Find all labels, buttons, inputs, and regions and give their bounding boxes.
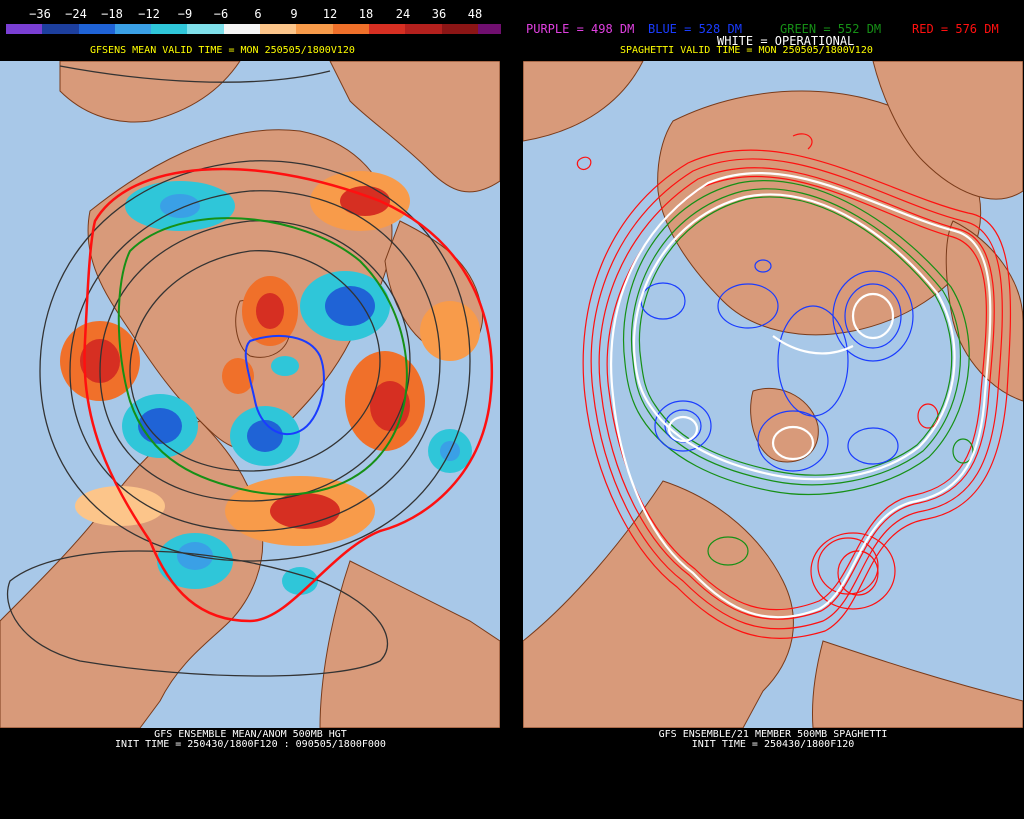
panel-divider: [501, 0, 522, 819]
operational-contours: [610, 172, 992, 619]
colorbar-label: −6: [213, 7, 229, 21]
ensemble-mean-panel: −36 −24 −18 −12 −9 −6 6 9 12 18 24 36 48…: [0, 0, 515, 819]
anomaly-colorbar: [6, 24, 515, 34]
colorbar-label: 24: [395, 7, 411, 21]
spaghetti-panel: PURPLE = 498 DM BLUE = 528 DM GREEN = 55…: [522, 0, 1024, 819]
colorbar-segment: [477, 24, 515, 34]
colorbar-label: 18: [358, 7, 374, 21]
legend-green: GREEN = 552 DM: [780, 22, 882, 36]
colorbar-segment: [6, 24, 43, 34]
colorbar-segment: [114, 24, 152, 34]
green-552-contours: [623, 180, 974, 566]
colorbar-label: 6: [254, 7, 262, 21]
colorbar-label: −18: [101, 7, 123, 21]
spaghetti-map: [523, 61, 1023, 728]
colorbar-label: −24: [65, 7, 87, 21]
height-contours: [6, 65, 471, 677]
mean-caption-title: GFS ENSEMBLE MEAN/ANOM 500MB HGT: [154, 729, 347, 740]
colorbar-label: 9: [290, 7, 298, 21]
red-576-contours: [576, 133, 1012, 639]
spaghetti-valid-time: SPAGHETTI VALID TIME = MON 250505/1800V1…: [620, 45, 873, 56]
land-masses: [523, 61, 1023, 728]
colorbar-segment: [223, 24, 261, 34]
colorbar-label: 12: [322, 7, 338, 21]
colorbar-segment: [405, 24, 442, 34]
colorbar-label: 36: [431, 7, 447, 21]
colorbar-segment: [332, 24, 369, 34]
legend-blue: BLUE = 528 DM: [648, 22, 742, 36]
colorbar-segment: [78, 24, 115, 34]
colorbar-segment: [187, 24, 224, 34]
mean-caption-init: INIT TIME = 250430/1800F120 : 090505/180…: [115, 739, 386, 750]
legend-purple: PURPLE = 498 DM: [526, 22, 635, 36]
spaghetti-caption-title: GFS ENSEMBLE/21 MEMBER 500MB SPAGHETTI: [658, 729, 888, 740]
colorbar-segment: [42, 24, 79, 34]
colorbar-labels: −36 −24 −18 −12 −9 −6 6 9 12 18 24 36 48: [6, 7, 500, 21]
legend-white: WHITE = OPERATIONAL: [717, 34, 855, 48]
colorbar-label: 48: [467, 7, 483, 21]
mean-valid-time: GFSENS MEAN VALID TIME = MON 250505/1800…: [90, 45, 355, 56]
colorbar-segment: [151, 24, 188, 34]
colorbar-segment: [260, 24, 297, 34]
blue-528-contours: [640, 259, 914, 472]
colorbar-label: −9: [177, 7, 193, 21]
colorbar-label: −12: [138, 7, 160, 21]
ensemble-mean-map: [0, 61, 500, 728]
colorbar-label: −36: [29, 7, 51, 21]
contour-552: [117, 217, 408, 496]
colorbar-segment: [296, 24, 333, 34]
contour-576: [83, 167, 494, 623]
colorbar-segment: [368, 24, 406, 34]
legend-red: RED = 576 DM: [912, 22, 999, 36]
colorbar-segment: [441, 24, 478, 34]
contour-528: [244, 335, 325, 436]
spaghetti-caption-init: INIT TIME = 250430/1800F120: [691, 739, 855, 750]
